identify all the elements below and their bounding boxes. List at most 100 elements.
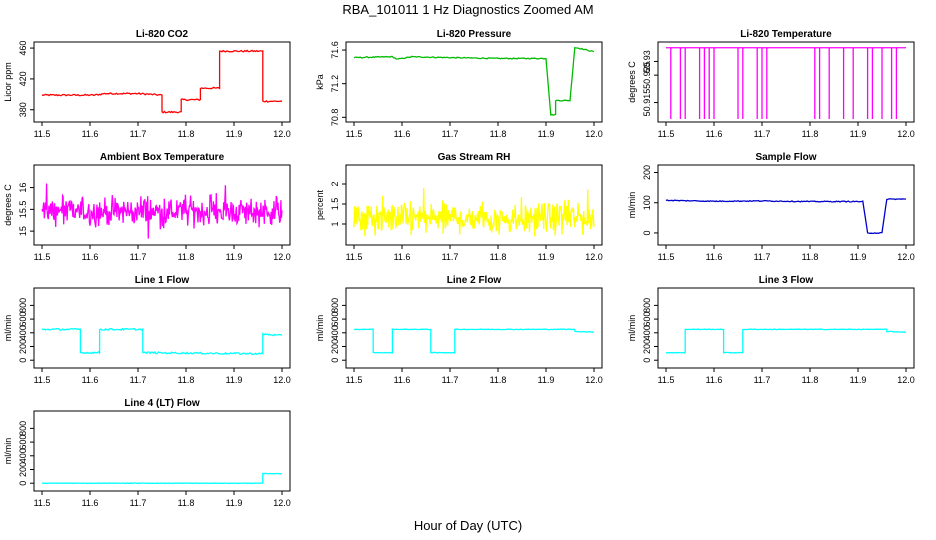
x-tick-label: 11.5 — [346, 375, 363, 385]
series-line — [41, 472, 283, 485]
x-tick-label: 11.6 — [82, 498, 99, 508]
y-tick-label: 1 — [330, 221, 340, 226]
chart-panel: Li-820 Pressure kPa 11.5 11.6 11.7 11.8 11.9 12… — [315, 29, 603, 139]
x-tick-label: 11.5 — [658, 375, 675, 385]
x-tick-label: 11.9 — [538, 375, 555, 385]
y-tick-label: 460 — [18, 41, 28, 56]
x-tick-label: 11.7 — [754, 375, 771, 385]
x-tick-label: 12.0 — [273, 498, 291, 508]
y-tick-label: 0 — [18, 481, 28, 486]
series-line — [41, 183, 283, 239]
panel-title: Sample Flow — [755, 152, 816, 163]
chart-panel: Li-820 Temperature degrees C 11.5 11.6 11.7 1… — [627, 29, 915, 139]
x-tick-label: 11.5 — [658, 252, 675, 262]
chart-panel: Li-820 CO2 Licor ppm 11.5 11.6 11.7 11.8 11.9 1… — [3, 29, 291, 139]
x-tick-label: 11.5 — [346, 252, 363, 262]
x-tick-label: 11.8 — [178, 129, 195, 139]
y-axis-label: ml/min — [3, 438, 13, 465]
plot-frame — [345, 41, 603, 123]
chart-panel: Line 3 Flow ml/min 11.5 11.6 11.7 11.8 11.9 12.… — [627, 275, 915, 385]
plot-frame — [33, 410, 291, 492]
chart-panel: Ambient Box Temperature degrees C 11.5 11.6… — [3, 152, 291, 262]
y-tick-label: 400 — [18, 448, 28, 463]
y-axis-label: kPa — [315, 74, 325, 90]
x-axis-label: Hour of Day (UTC) — [413, 518, 523, 533]
x-tick-label: 12.0 — [897, 129, 915, 139]
series-line — [353, 328, 595, 354]
y-tick-label: 0 — [642, 358, 652, 363]
series-line — [353, 187, 595, 237]
y-axis-label: degrees C — [627, 61, 637, 103]
page-title: RBA_101011 1 Hz Diagnostics Zoomed AM — [342, 2, 594, 17]
panel-title: Li-820 CO2 — [136, 29, 189, 40]
x-tick-label: 11.8 — [802, 129, 819, 139]
x-tick-label: 12.0 — [273, 129, 291, 139]
x-tick-label: 11.9 — [226, 375, 243, 385]
y-tick-label: 600 — [18, 312, 28, 327]
x-tick-label: 12.0 — [585, 252, 603, 262]
x-tick-label: 11.8 — [490, 375, 507, 385]
y-tick-label: 50.925 — [642, 61, 652, 89]
y-tick-label: 16 — [18, 183, 28, 193]
x-tick-label: 12.0 — [273, 252, 291, 262]
y-axis-label: ml/min — [3, 315, 13, 342]
y-tick-label: 420 — [18, 71, 28, 86]
chart-panel: Line 1 Flow ml/min 11.5 11.6 11.7 11.8 11.9 12.… — [3, 275, 291, 385]
x-tick-label: 11.6 — [394, 129, 411, 139]
x-tick-label: 11.6 — [82, 252, 99, 262]
x-tick-label: 11.7 — [754, 129, 771, 139]
x-tick-label: 11.5 — [34, 498, 51, 508]
y-axis-label: Licor ppm — [3, 62, 13, 102]
y-tick-label: 50.915 — [642, 89, 652, 117]
x-tick-label: 11.9 — [226, 252, 243, 262]
x-tick-label: 11.8 — [802, 252, 819, 262]
plot-frame — [33, 41, 291, 123]
y-tick-label: 50.93 — [642, 50, 652, 73]
y-tick-label: 600 — [18, 435, 28, 450]
x-tick-label: 11.7 — [130, 498, 147, 508]
panel-title: Line 4 (LT) Flow — [124, 398, 200, 409]
panel-title: Li-820 Temperature — [740, 29, 832, 40]
y-tick-label: 71.6 — [330, 41, 340, 59]
y-tick-label: 800 — [18, 298, 28, 313]
y-tick-label: 380 — [18, 102, 28, 117]
y-tick-label: 2 — [330, 181, 340, 186]
y-tick-label: 200 — [330, 339, 340, 354]
y-tick-label: 70.8 — [330, 109, 340, 127]
plot-frame — [657, 41, 915, 123]
x-tick-label: 11.6 — [82, 129, 99, 139]
x-tick-label: 11.6 — [706, 252, 723, 262]
x-tick-label: 11.7 — [442, 252, 459, 262]
x-tick-label: 11.8 — [178, 252, 195, 262]
panel-title: Li-820 Pressure — [437, 29, 512, 40]
x-tick-label: 11.9 — [226, 129, 243, 139]
panel-title: Line 1 Flow — [135, 275, 190, 286]
x-tick-label: 11.7 — [130, 129, 147, 139]
series-line — [353, 46, 595, 117]
panel-title: Line 2 Flow — [447, 275, 502, 286]
y-tick-label: 71.2 — [330, 75, 340, 93]
y-axis-label: ml/min — [627, 192, 637, 219]
y-axis-label: ml/min — [315, 315, 325, 342]
y-tick-label: 200 — [18, 339, 28, 354]
x-tick-label: 11.6 — [82, 375, 99, 385]
y-tick-label: 15 — [18, 226, 28, 236]
x-tick-label: 11.5 — [34, 252, 51, 262]
x-tick-label: 11.7 — [130, 375, 147, 385]
y-tick-label: 0 — [642, 230, 652, 235]
y-tick-label: 400 — [18, 325, 28, 340]
x-tick-label: 11.8 — [802, 375, 819, 385]
y-tick-label: 100 — [642, 195, 652, 210]
plot-frame — [345, 287, 603, 369]
x-tick-label: 11.9 — [850, 252, 867, 262]
panel-title: Ambient Box Temperature — [100, 152, 225, 163]
y-tick-label: 600 — [330, 312, 340, 327]
plot-frame — [33, 164, 291, 246]
series-line — [665, 198, 907, 235]
chart-panel: Line 4 (LT) Flow ml/min 11.5 11.6 11.7 11.8 11… — [3, 398, 291, 508]
x-tick-label: 11.5 — [658, 129, 675, 139]
x-tick-label: 11.8 — [490, 252, 507, 262]
x-tick-label: 11.5 — [34, 129, 51, 139]
